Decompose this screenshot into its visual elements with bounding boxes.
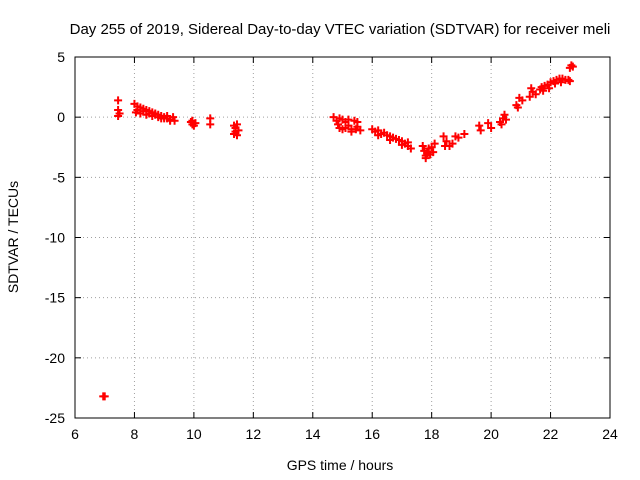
data-point xyxy=(421,154,430,163)
y-tick-label: 5 xyxy=(57,49,65,65)
data-point xyxy=(564,75,573,84)
data-point xyxy=(531,90,540,99)
data-point xyxy=(518,96,527,105)
data-point xyxy=(188,116,197,125)
y-tick-label: -20 xyxy=(45,350,65,366)
data-point xyxy=(487,123,496,132)
data-point xyxy=(114,96,123,105)
data-point xyxy=(525,92,534,101)
x-tick-label: 8 xyxy=(131,426,139,442)
data-point xyxy=(114,111,123,120)
x-tick-label: 10 xyxy=(186,426,202,442)
data-points xyxy=(99,61,577,401)
data-point xyxy=(418,142,427,151)
data-point xyxy=(551,79,560,88)
chart-title: Day 255 of 2019, Sidereal Day-to-day VTE… xyxy=(70,21,611,38)
y-tick-label: -10 xyxy=(45,230,65,246)
data-point xyxy=(335,114,344,123)
data-point xyxy=(386,136,395,145)
data-point xyxy=(454,133,463,142)
y-tick-label: -5 xyxy=(53,169,66,185)
data-point xyxy=(501,115,510,124)
axis-ticks: 6 8 10 12 14 16 18 20 22 24 -25 -20 -15 -10 -5 0 5 xyxy=(45,49,618,442)
data-point xyxy=(353,117,362,126)
data-point xyxy=(356,126,365,135)
y-tick-label: -25 xyxy=(45,410,65,426)
data-point xyxy=(163,111,172,120)
data-point xyxy=(476,126,485,135)
data-point xyxy=(230,130,239,139)
y-tick-label: -15 xyxy=(45,290,65,306)
data-point xyxy=(347,127,356,136)
x-tick-label: 18 xyxy=(424,426,440,442)
x-axis-label: GPS time / hours xyxy=(287,457,394,473)
x-tick-label: 16 xyxy=(364,426,380,442)
data-point xyxy=(145,109,154,118)
x-tick-label: 12 xyxy=(246,426,262,442)
data-point xyxy=(133,105,142,114)
data-point xyxy=(448,139,457,148)
data-point xyxy=(567,61,576,70)
data-point xyxy=(430,139,439,148)
data-point xyxy=(344,115,353,124)
x-tick-label: 24 xyxy=(602,426,618,442)
data-point xyxy=(100,392,109,401)
x-tick-label: 6 xyxy=(71,426,79,442)
data-point xyxy=(397,140,406,149)
data-point xyxy=(341,123,350,132)
data-point xyxy=(139,107,148,116)
x-tick-label: 20 xyxy=(483,426,499,442)
data-point xyxy=(351,125,360,134)
data-point xyxy=(497,120,506,129)
data-point xyxy=(545,84,554,93)
data-point xyxy=(151,110,160,119)
data-point xyxy=(169,113,178,122)
data-point xyxy=(439,132,448,141)
y-tick-label: 0 xyxy=(57,109,65,125)
data-point xyxy=(406,144,415,153)
data-point xyxy=(484,119,493,128)
data-point xyxy=(475,121,484,130)
data-point xyxy=(500,110,509,119)
data-point xyxy=(426,150,435,159)
data-point xyxy=(442,137,451,146)
data-point xyxy=(374,131,383,140)
data-point xyxy=(157,114,166,123)
data-point xyxy=(460,130,469,139)
data-point xyxy=(556,78,565,87)
data-point xyxy=(539,86,548,95)
data-point xyxy=(232,120,241,129)
data-point xyxy=(565,77,574,86)
x-tick-label: 14 xyxy=(305,426,321,442)
data-point xyxy=(513,103,522,112)
grid-lines xyxy=(75,57,610,418)
y-axis-label: SDTVAR / TECUs xyxy=(5,181,21,293)
data-point xyxy=(234,126,243,135)
x-tick-label: 22 xyxy=(543,426,559,442)
data-point xyxy=(206,120,215,129)
data-point xyxy=(403,138,412,147)
data-point xyxy=(568,62,577,71)
